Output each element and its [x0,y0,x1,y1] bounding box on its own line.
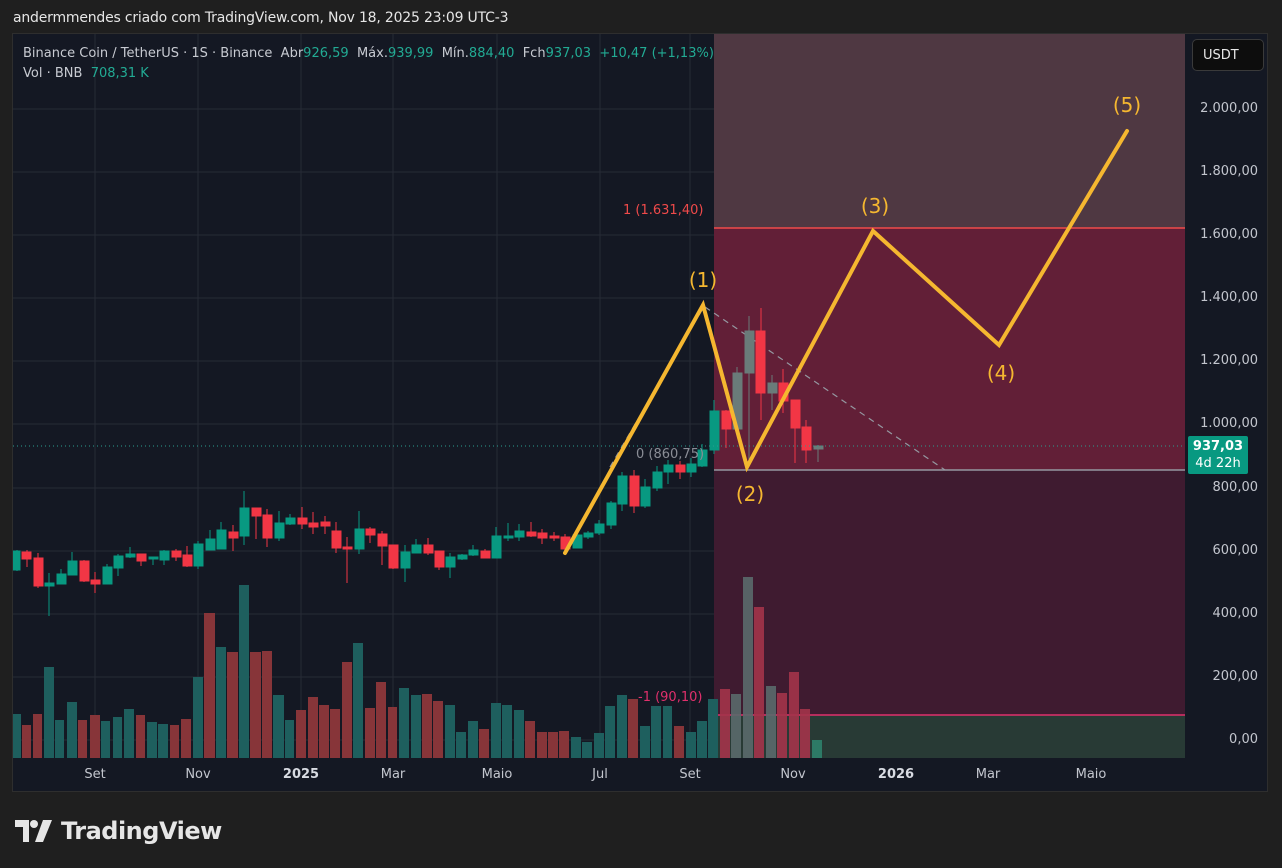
x-tick: Set [679,767,701,782]
fib-retracement-zones[interactable] [609,34,1185,758]
y-tick: 1.400,00 [1200,290,1258,305]
brand-name: TradingView [61,817,222,845]
low-label: Mín. [441,46,469,61]
tradingview-logo[interactable]: TradingView [15,817,222,845]
elliott-wave-path[interactable] [563,129,1129,555]
chart-caption: andermmendes criado com TradingView.com,… [13,10,509,26]
fib-level-0-label: 0 (860,75) [636,447,705,462]
x-tick: Nov [780,767,806,782]
wave-4-label: (4) [986,361,1016,385]
last-price-badge: 937,03 4d 22h [1188,436,1248,474]
x-tick: Nov [185,767,211,782]
x-tick: Set [84,767,106,782]
open-label: Abr [280,46,304,61]
fib-level-minus1-label: -1 (90,10) [638,690,703,705]
y-tick: 400,00 [1212,606,1259,621]
y-tick: 600,00 [1212,543,1259,558]
y-tick: 1.600,00 [1200,227,1258,242]
currency-button[interactable]: USDT [1192,39,1264,71]
x-tick-year: 2026 [877,767,915,782]
wave-5-label: (5) [1112,93,1142,117]
y-tick: 1.200,00 [1200,353,1258,368]
open-value: 926,59 [303,46,349,61]
volume-bars [13,577,822,758]
last-price: 937,03 [1192,439,1244,454]
x-tick: Mar [975,767,1001,782]
wave-2-label: (2) [735,482,765,506]
symbol-legend: Binance Coin / TetherUS · 1S · Binance A… [23,44,714,84]
volume-value: 708,31 K [90,66,149,81]
y-tick: 2.000,00 [1200,101,1258,116]
volume-label[interactable]: Vol · BNB [23,66,83,81]
y-tick: 1.000,00 [1200,416,1258,431]
symbol-title[interactable]: Binance Coin / TetherUS · 1S · Binance [23,46,273,61]
x-tick: Jul [592,767,608,782]
close-value: 937,03 [545,46,592,61]
x-tick: Mar [380,767,406,782]
price-chart[interactable] [13,34,1185,760]
x-tick: Maio [481,767,513,782]
y-tick: 1.800,00 [1200,164,1258,179]
low-value: 884,40 [468,46,515,61]
change-value: +10,47 (+1,13%) [599,46,714,61]
wave-3-label: (3) [860,194,890,218]
tradingview-logo-icon [15,820,52,842]
y-tick: 200,00 [1212,669,1259,684]
x-tick-year: 2025 [282,767,320,782]
y-tick: 0,00 [1229,732,1258,747]
x-tick: Maio [1075,767,1107,782]
fib-level-1-label: 1 (1.631,40) [623,203,704,218]
close-label: Fch [522,46,546,61]
candlesticks[interactable] [13,308,824,616]
y-tick: 800,00 [1212,480,1259,495]
bar-countdown: 4d 22h [1195,456,1241,471]
wave-1-label: (1) [688,268,718,292]
high-value: 939,99 [387,46,434,61]
high-label: Máx. [356,46,388,61]
